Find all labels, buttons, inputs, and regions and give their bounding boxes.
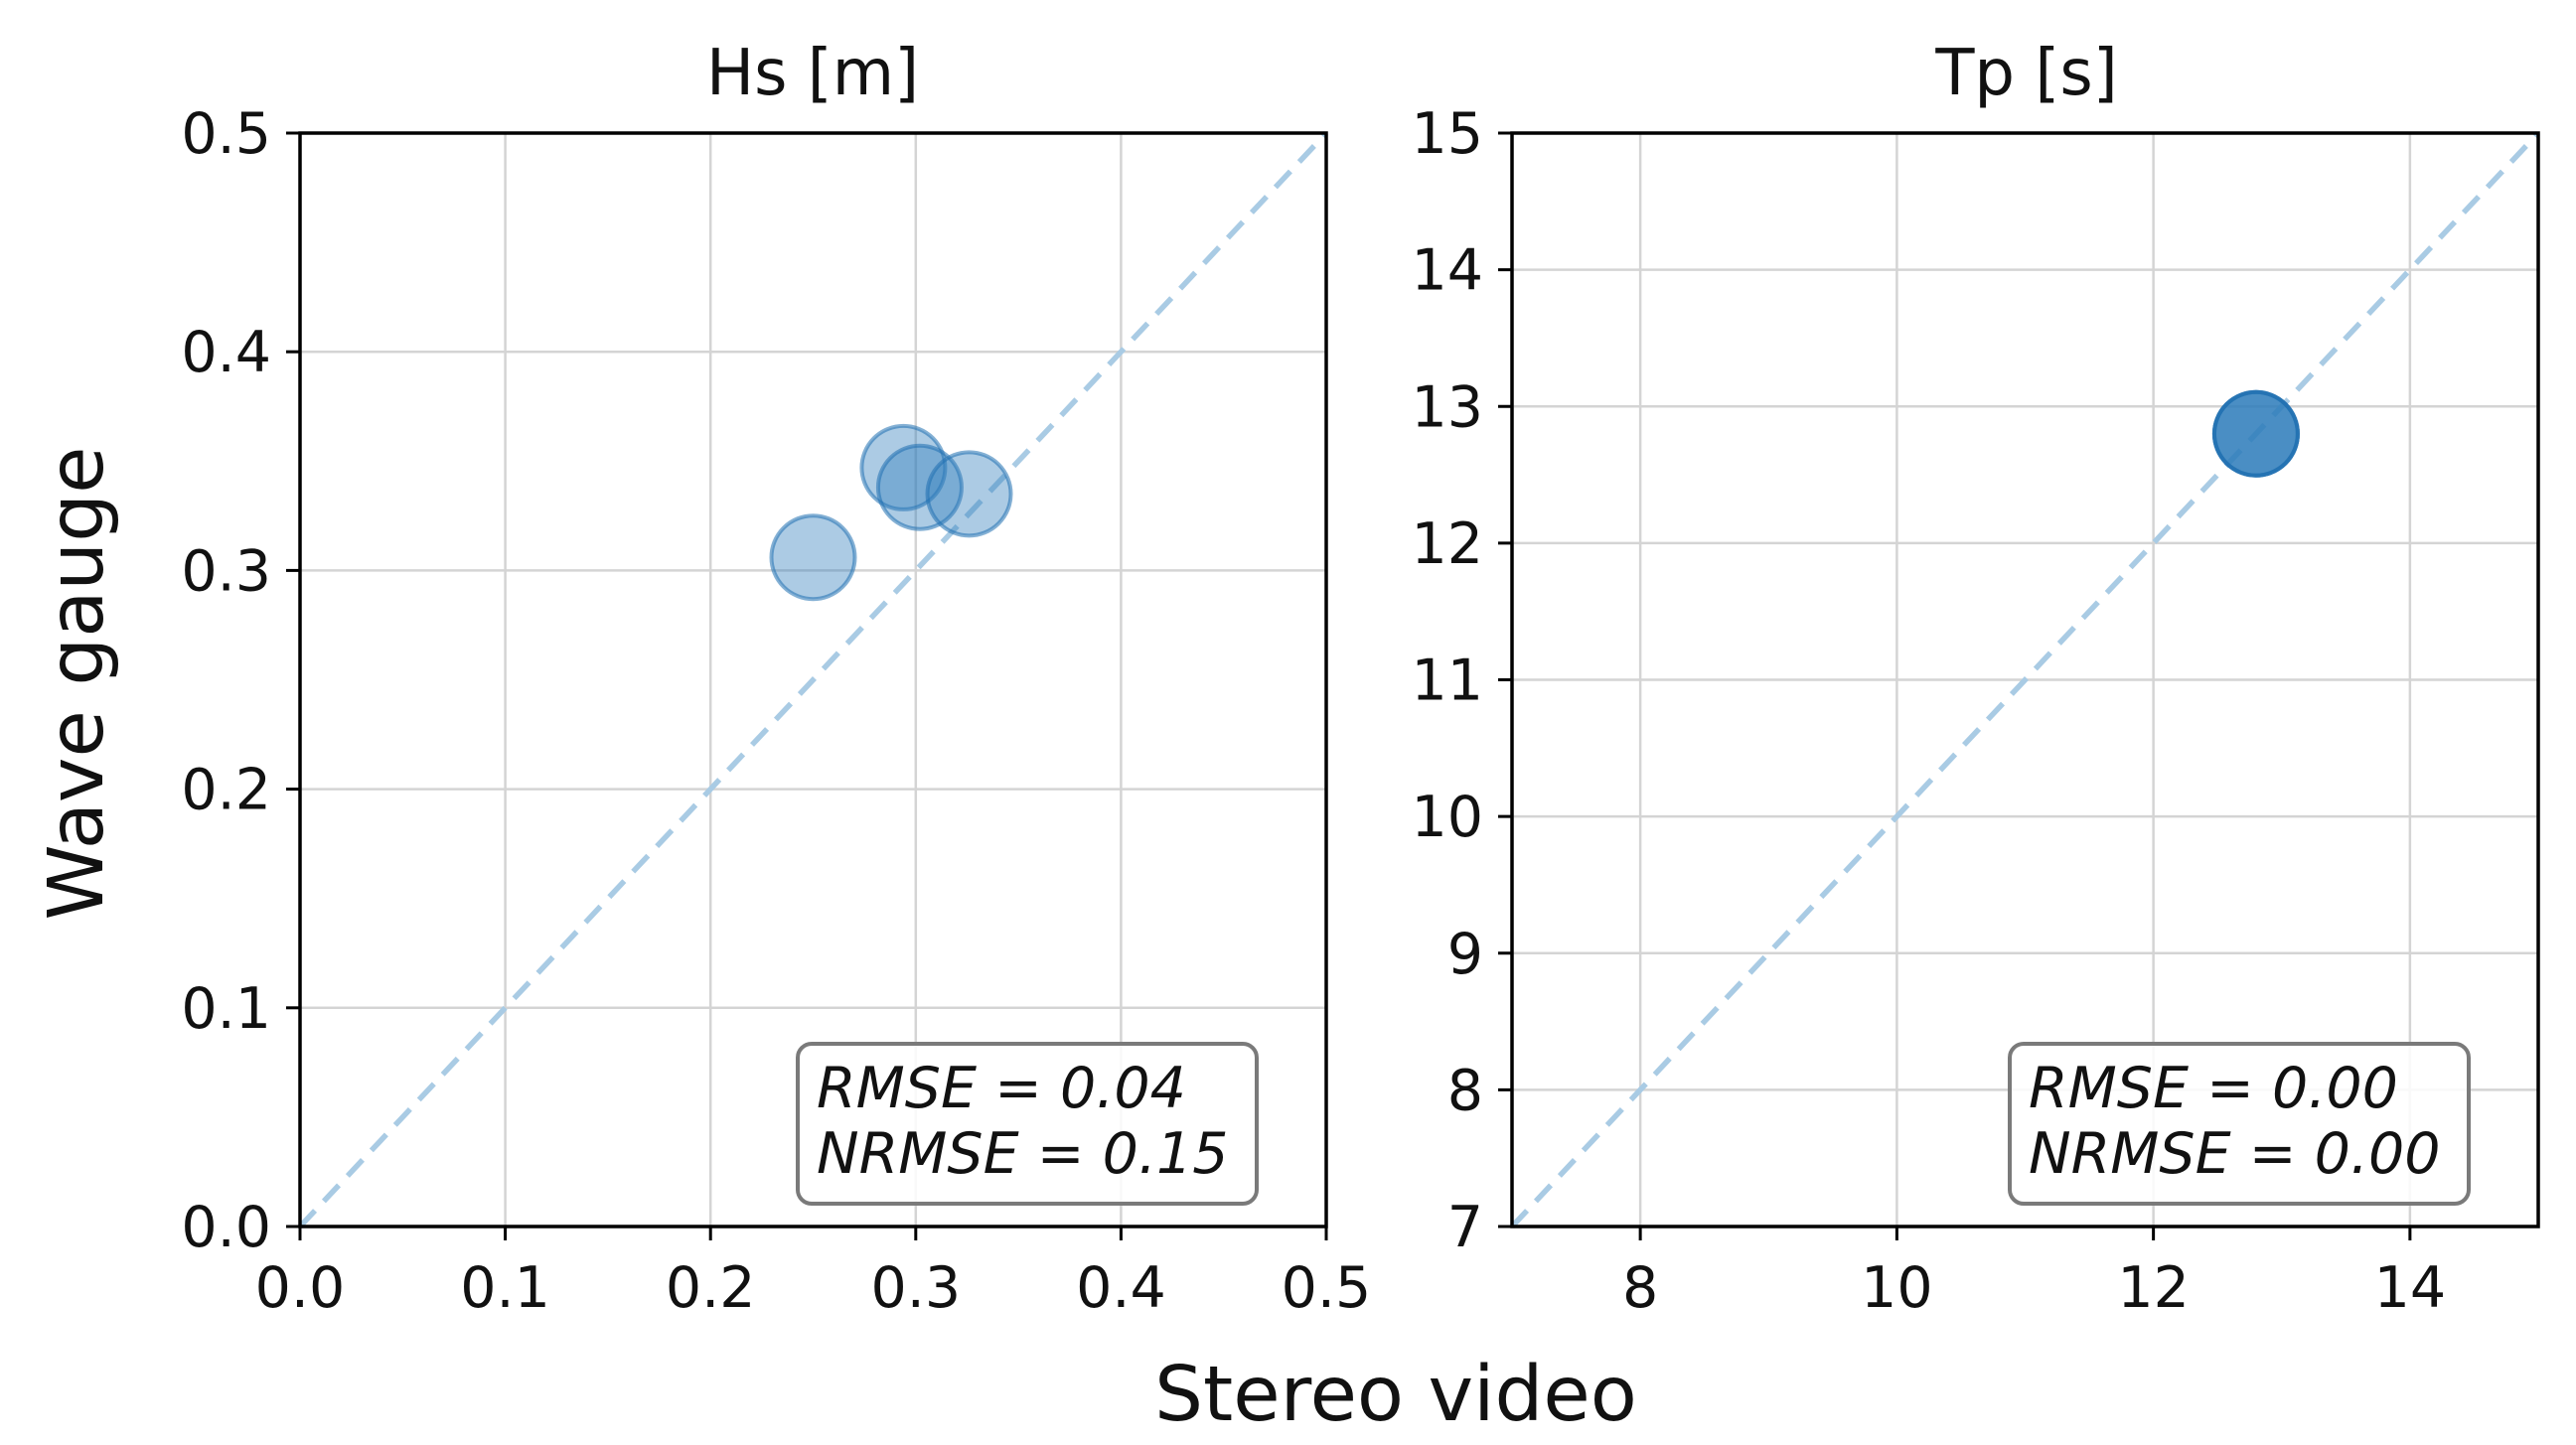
hs-data-point: [769, 513, 857, 602]
hs-axes-frame: [298, 131, 1328, 1228]
hs-panel: Hs [m] 0.0 0.1 0.2 0.3 0.4 0.5 0.0 0.1 0.2 0.3 0.4…: [181, 37, 1371, 1321]
tp-y-tick-label: 12: [1411, 511, 1483, 577]
tp-nrmse-text: NRMSE = 0.00: [2029, 1121, 2441, 1187]
tp-rmse-text: RMSE = 0.00: [2029, 1056, 2398, 1121]
tp-x-tick-label: 10: [1861, 1255, 1933, 1321]
tp-y-tick-label: 8: [1447, 1058, 1483, 1123]
hs-x-tick-label: 0.5: [1282, 1255, 1372, 1321]
tp-y-tick-label: 13: [1411, 374, 1483, 440]
tp-panel: Tp [s] 8 10 12 14 7 8 9 10 11 12 13 14 15 RMSE = 0.00…: [1411, 37, 2541, 1321]
tp-y-tick-label: 10: [1411, 785, 1483, 850]
hs-y-tick-label: 0.1: [181, 976, 271, 1042]
tp-x-tick-label: 12: [2117, 1255, 2190, 1321]
tp-y-tick-label: 14: [1411, 238, 1483, 304]
hs-x-tick-label: 0.1: [460, 1255, 550, 1321]
tp-x-tick-label: 8: [1622, 1255, 1658, 1321]
hs-y-tick-label: 0.5: [181, 101, 271, 167]
hs-y-tick-label: 0.0: [181, 1195, 271, 1260]
tp-reference-line: [1509, 131, 2541, 1228]
hs-y-tick-label: 0.2: [181, 758, 271, 823]
hs-reference-line: [297, 131, 1329, 1228]
hs-title: Hs [m]: [706, 37, 919, 110]
tp-x-tick-label: 14: [2374, 1255, 2447, 1321]
tp-y-tick-label: 15: [1411, 101, 1483, 167]
hs-x-tick-label: 0.3: [870, 1255, 961, 1321]
tp-y-tick-label: 11: [1411, 649, 1483, 714]
tp-stats-box: [2008, 1042, 2471, 1206]
tp-data-point: [2211, 389, 2300, 478]
tp-y-tick-label: 7: [1447, 1195, 1483, 1260]
hs-data-point: [925, 450, 1013, 538]
hs-x-tick-label: 0.4: [1076, 1255, 1166, 1321]
tp-y-tick-label: 9: [1447, 922, 1483, 987]
x-axis-label: Stereo video: [1154, 1351, 1637, 1439]
hs-y-tick-label: 0.3: [181, 538, 271, 604]
hs-nrmse-text: NRMSE = 0.15: [817, 1121, 1229, 1187]
tp-title: Tp [s]: [1934, 37, 2117, 110]
y-axis-label: Wave gauge: [33, 447, 121, 921]
hs-y-tick-label: 0.4: [181, 320, 271, 385]
hs-stats-box: [796, 1042, 1259, 1206]
hs-x-tick-label: 0.2: [666, 1255, 756, 1321]
hs-rmse-text: RMSE = 0.04: [817, 1056, 1186, 1121]
hs-data-point: [875, 443, 964, 531]
hs-x-tick-label: 0.0: [255, 1255, 346, 1321]
